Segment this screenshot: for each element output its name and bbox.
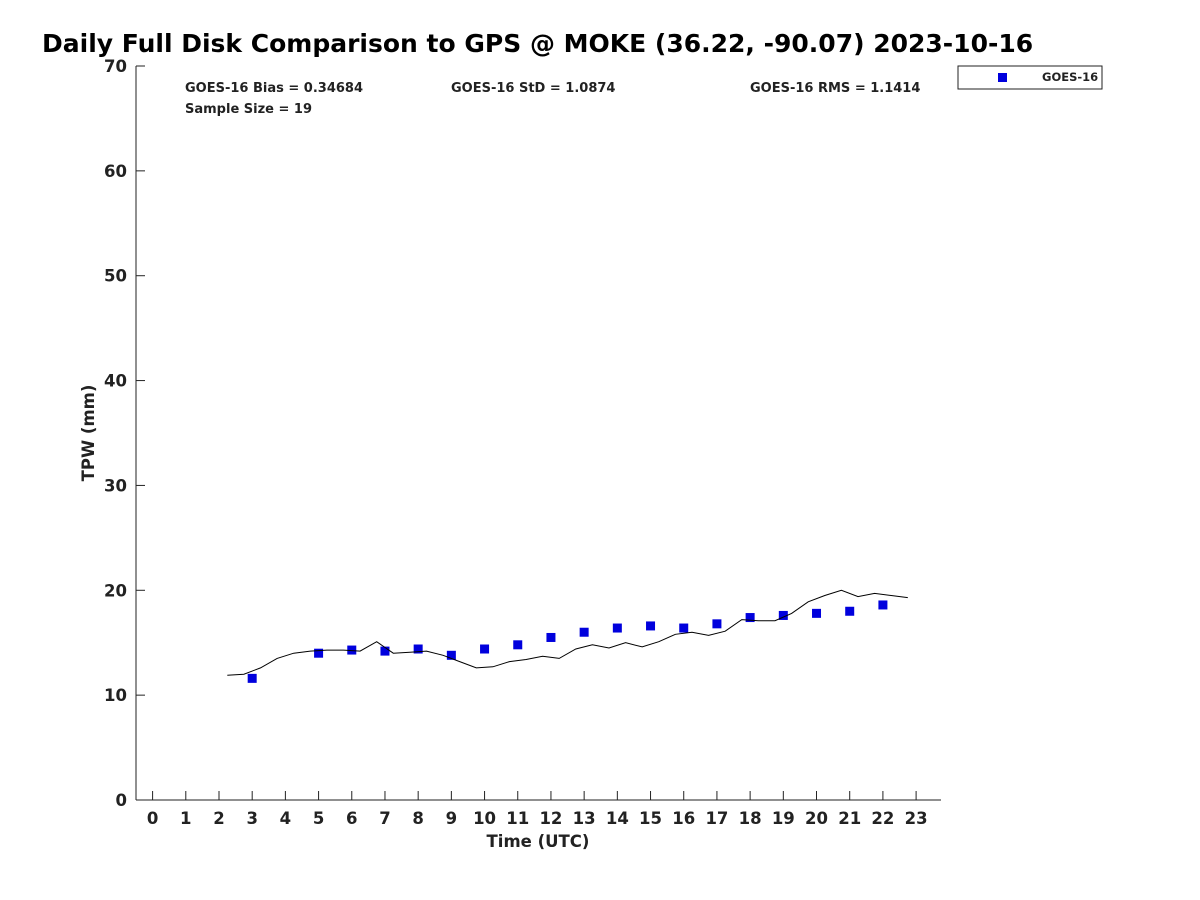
y-tick-label: 20 xyxy=(104,581,127,600)
rms-label: GOES-16 RMS = 1.1414 xyxy=(750,81,920,96)
x-tick-label: 11 xyxy=(506,809,529,828)
data-point xyxy=(513,640,523,650)
x-tick-label: 18 xyxy=(739,809,762,828)
x-tick-label: 19 xyxy=(772,809,795,828)
data-point xyxy=(314,648,324,658)
data-point xyxy=(247,673,257,683)
x-tick-label: 14 xyxy=(606,809,629,828)
x-tick-label: 6 xyxy=(346,809,357,828)
sample-size-label: Sample Size = 19 xyxy=(185,102,312,117)
x-tick-label: 15 xyxy=(639,809,662,828)
data-point xyxy=(546,632,556,642)
x-tick-label: 10 xyxy=(473,809,496,828)
x-tick-label: 5 xyxy=(313,809,324,828)
data-point xyxy=(612,623,622,633)
x-tick-label: 3 xyxy=(246,809,257,828)
x-tick-label: 13 xyxy=(573,809,596,828)
data-point xyxy=(812,608,822,618)
x-tick-label: 1 xyxy=(180,809,191,828)
x-tick-label: 16 xyxy=(672,809,695,828)
x-tick-label: 8 xyxy=(412,809,423,828)
data-point xyxy=(878,600,888,610)
legend: GOES-16 xyxy=(957,65,1103,90)
data-point xyxy=(380,646,390,656)
data-point xyxy=(712,619,722,629)
x-tick-label: 20 xyxy=(805,809,828,828)
x-tick-label: 9 xyxy=(446,809,457,828)
data-point xyxy=(347,645,357,655)
x-tick-label: 2 xyxy=(213,809,224,828)
y-tick-label: 40 xyxy=(104,372,127,391)
stats-annotations: GOES-16 Bias = 0.34684 GOES-16 StD = 1.0… xyxy=(185,81,920,117)
x-tick-label: 17 xyxy=(705,809,728,828)
legend-box xyxy=(957,65,1103,90)
data-point xyxy=(446,650,456,660)
gps-line xyxy=(227,589,908,676)
bias-label: GOES-16 Bias = 0.34684 xyxy=(185,81,363,96)
x-tick-label: 23 xyxy=(905,809,928,828)
data-point xyxy=(745,613,755,623)
legend-marker xyxy=(998,73,1007,82)
data-point xyxy=(679,623,689,633)
std-label: GOES-16 StD = 1.0874 xyxy=(451,81,615,96)
data-point xyxy=(646,621,656,631)
data-point xyxy=(480,644,490,654)
plot-area xyxy=(227,589,908,683)
y-tick-label: 70 xyxy=(104,57,127,76)
x-tick-label: 12 xyxy=(539,809,562,828)
x-tick-label: 0 xyxy=(147,809,158,828)
legend-label: GOES-16 xyxy=(1042,70,1098,84)
y-tick-label: 60 xyxy=(104,162,127,181)
x-tick-label: 21 xyxy=(838,809,861,828)
y-tick-label: 0 xyxy=(116,791,127,810)
y-axis-label: TPW (mm) xyxy=(79,385,98,482)
data-point xyxy=(845,606,855,616)
data-point xyxy=(413,644,423,654)
x-tick-label: 22 xyxy=(871,809,894,828)
data-point xyxy=(778,610,788,620)
data-point xyxy=(579,627,589,637)
chart-title: Daily Full Disk Comparison to GPS @ MOKE… xyxy=(42,29,1034,58)
y-tick-label: 30 xyxy=(104,476,127,495)
y-tick-label: 10 xyxy=(104,686,127,705)
x-axis-label: Time (UTC) xyxy=(487,832,590,851)
x-tick-label: 4 xyxy=(280,809,291,828)
y-tick-label: 50 xyxy=(104,267,127,286)
x-tick-label: 7 xyxy=(379,809,390,828)
